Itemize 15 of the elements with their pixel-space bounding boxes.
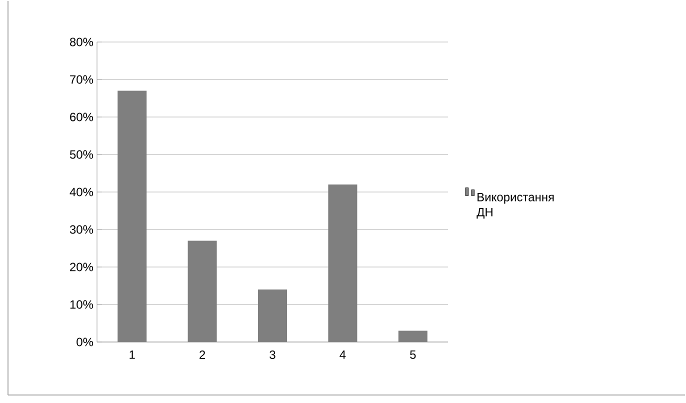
y-tick-label: 40% [70,188,94,196]
y-tick-label: 70% [70,75,94,84]
y-tick-label: 80% [70,38,94,46]
y-tick-label: 60% [70,112,94,122]
legend-label: Використання ДН [476,192,554,219]
y-tick-label: 50% [70,150,94,159]
x-tick-label: 4 [340,350,346,359]
x-tick-label: 3 [270,350,276,360]
y-tick-label: 30% [70,225,94,234]
y-tick-label: 10% [70,300,94,309]
x-tick-label: 5 [410,350,416,359]
y-tick-label: 20% [70,262,94,272]
x-tick-label: 2 [200,350,206,359]
x-tick-label: 1 [130,350,135,359]
y-tick-label: 0% [76,338,94,346]
